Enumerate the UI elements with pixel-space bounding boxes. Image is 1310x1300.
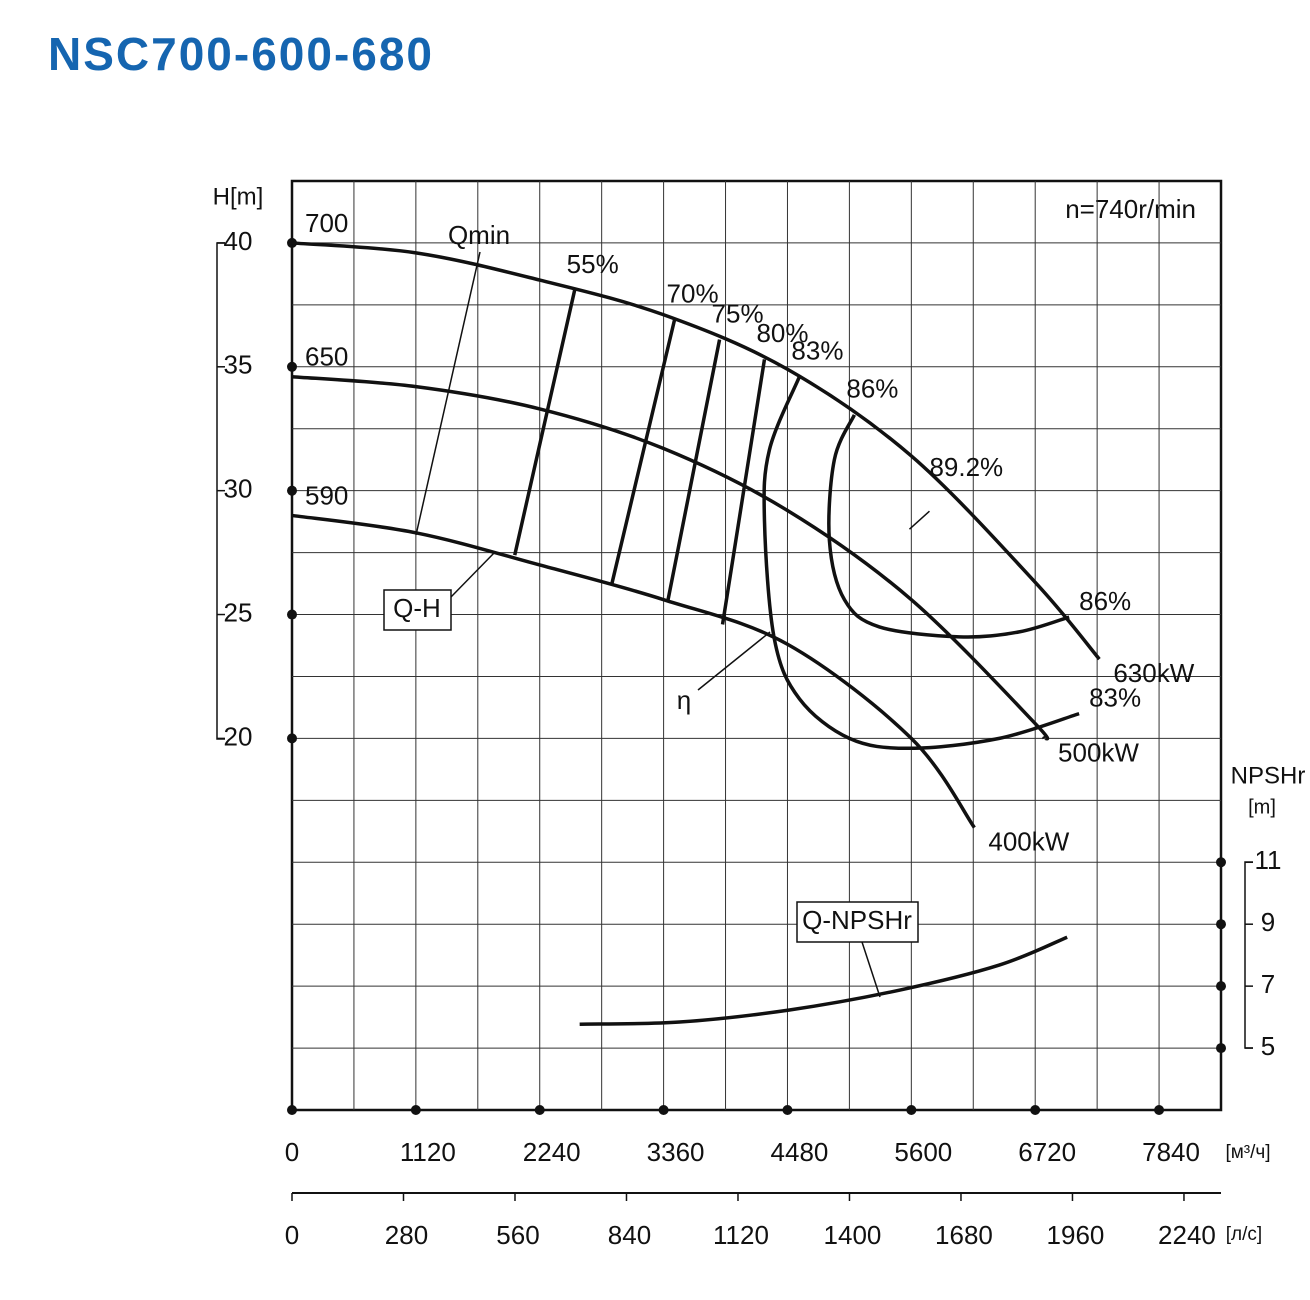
qh-label: Q-H [393,593,441,623]
qmin-label: Qmin [448,220,510,250]
x2-tick-label: 1960 [1047,1220,1105,1250]
efficiency-label: 80% [756,318,808,348]
efficiency-label: 83% [791,336,843,366]
y-tick-label: 35 [224,350,253,380]
series-label: 700 [305,208,348,238]
power-label: 630kW [1113,658,1194,688]
x-tick-dot [410,1105,421,1115]
qh-curve [291,513,976,829]
x-tick-dot [658,1105,669,1115]
y2-tick-dot [1216,857,1226,868]
x-tick-dot [287,1105,297,1115]
x-tick-dot [1030,1105,1041,1115]
y2-axis-unit: [m] [1248,796,1276,818]
efficiency-end-label: 83% [1089,683,1141,713]
efficiency-label: 55% [567,249,619,279]
qh-curve [291,374,1050,741]
x-tick-label: 1120 [400,1137,456,1167]
efficiency-line [762,376,1080,751]
y-tick-dot [287,733,297,744]
efficiency-line [665,339,722,603]
x-tick-label: 2240 [523,1137,581,1167]
series-label: 650 [305,342,348,372]
series-label: 590 [305,480,348,510]
x2-tick-label: 0 [285,1220,299,1250]
efficiency-line [513,289,577,556]
npsh-label: Q-NPSHr [802,905,912,935]
x-tick-dot [782,1105,793,1115]
x-tick-label: 3360 [647,1137,705,1167]
x-tick-label: 0 [285,1137,299,1167]
x2-axis-unit: [л/с] [1226,1224,1262,1245]
qh-curve [291,241,1101,661]
x2-tick-label: 1400 [824,1220,882,1250]
x2-tick-label: 560 [496,1220,539,1250]
best-efficiency-label: 89.2% [929,452,1003,482]
eta-label: η [677,685,691,715]
x2-tick-label: 1680 [935,1220,993,1250]
y2-tick-label: 11 [1255,845,1282,875]
efficiency-label: 70% [667,279,719,309]
chart-title: NSC700-600-680 [48,28,434,80]
best-efficiency-mark [908,510,930,530]
x-tick-label: 4480 [771,1137,829,1167]
y-tick-label: 30 [224,474,253,504]
efficiency-label: 86% [846,374,898,404]
efficiency-end-label: 86% [1079,586,1131,616]
y2-axis-label: NPSHr [1231,762,1306,789]
efficiency-line [827,414,1070,639]
x-tick-dot [906,1105,917,1115]
npsh-curve [579,935,1068,1026]
speed-label: n=740r/min [1065,194,1196,224]
y2-tick-dot [1216,981,1226,992]
y2-tick-label: 7 [1261,969,1275,999]
x-tick-dot [1154,1105,1165,1115]
qh-box [383,589,452,631]
x-tick-label: 6720 [1018,1137,1076,1167]
x-tick-label: 7840 [1142,1137,1200,1167]
y-tick-dot [287,609,297,620]
qh-leader [449,551,496,599]
x-tick-dot [534,1105,545,1115]
efficiency-line [609,319,677,586]
y2-tick-dot [1216,1043,1226,1054]
npsh-box [796,901,919,943]
y-tick-label: 20 [224,721,253,751]
y2-tick-label: 5 [1261,1031,1275,1061]
x-axis-unit: [м³/ч] [1225,1142,1270,1163]
y2-axis-line [1244,861,1253,1049]
x-tick-label: 5600 [894,1137,952,1167]
y-tick-label: 25 [224,597,253,627]
x2-tick-label: 280 [385,1220,428,1250]
y-tick-dot [287,361,297,372]
y-axis-label: H[m] [213,183,264,210]
power-label: 500kW [1058,737,1139,767]
y2-tick-dot [1216,919,1226,930]
x2-tick-label: 840 [608,1220,651,1250]
power-label: 400kW [988,826,1069,856]
efficiency-line [720,359,767,625]
y-tick-dot [287,485,297,496]
y2-tick-label: 9 [1261,907,1275,937]
y-tick-label: 40 [224,226,253,256]
qmin-leader [415,251,481,536]
eta-leader [697,631,771,691]
x2-tick-label: 2240 [1158,1220,1216,1250]
plot-frame [290,179,1223,1112]
x2-tick-label: 1120 [713,1220,769,1250]
npsh-leader [861,941,881,998]
efficiency-label: 75% [712,298,764,328]
